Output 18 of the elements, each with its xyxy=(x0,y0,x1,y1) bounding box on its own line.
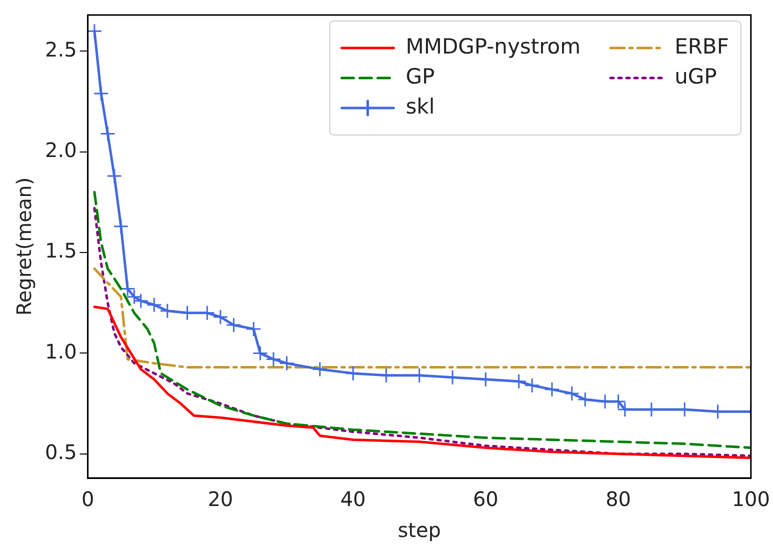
y-tick-label: 2.0 xyxy=(44,138,77,162)
y-tick-label: 2.5 xyxy=(44,37,77,62)
x-tick-label: 60 xyxy=(472,487,498,512)
legend-label: GP xyxy=(406,64,435,88)
x-tick-label: 40 xyxy=(340,487,366,512)
y-tick-label: 1.0 xyxy=(44,339,77,364)
legend-label: MMDGP-nystrom xyxy=(406,34,581,58)
legend-label: uGP xyxy=(674,64,717,88)
x-tick-label: 0 xyxy=(81,487,94,512)
y-tick-label: 1.5 xyxy=(44,238,77,263)
x-axis-title: step xyxy=(398,518,441,542)
x-tick-label: 80 xyxy=(606,487,632,512)
legend-label: ERBF xyxy=(674,34,729,58)
y-tick-label: 0.5 xyxy=(44,440,77,464)
x-tick-label: 20 xyxy=(208,487,234,512)
legend-label: skl xyxy=(406,94,435,118)
y-axis-title: Regret(mean) xyxy=(12,177,36,316)
x-tick-label: 100 xyxy=(732,487,770,512)
